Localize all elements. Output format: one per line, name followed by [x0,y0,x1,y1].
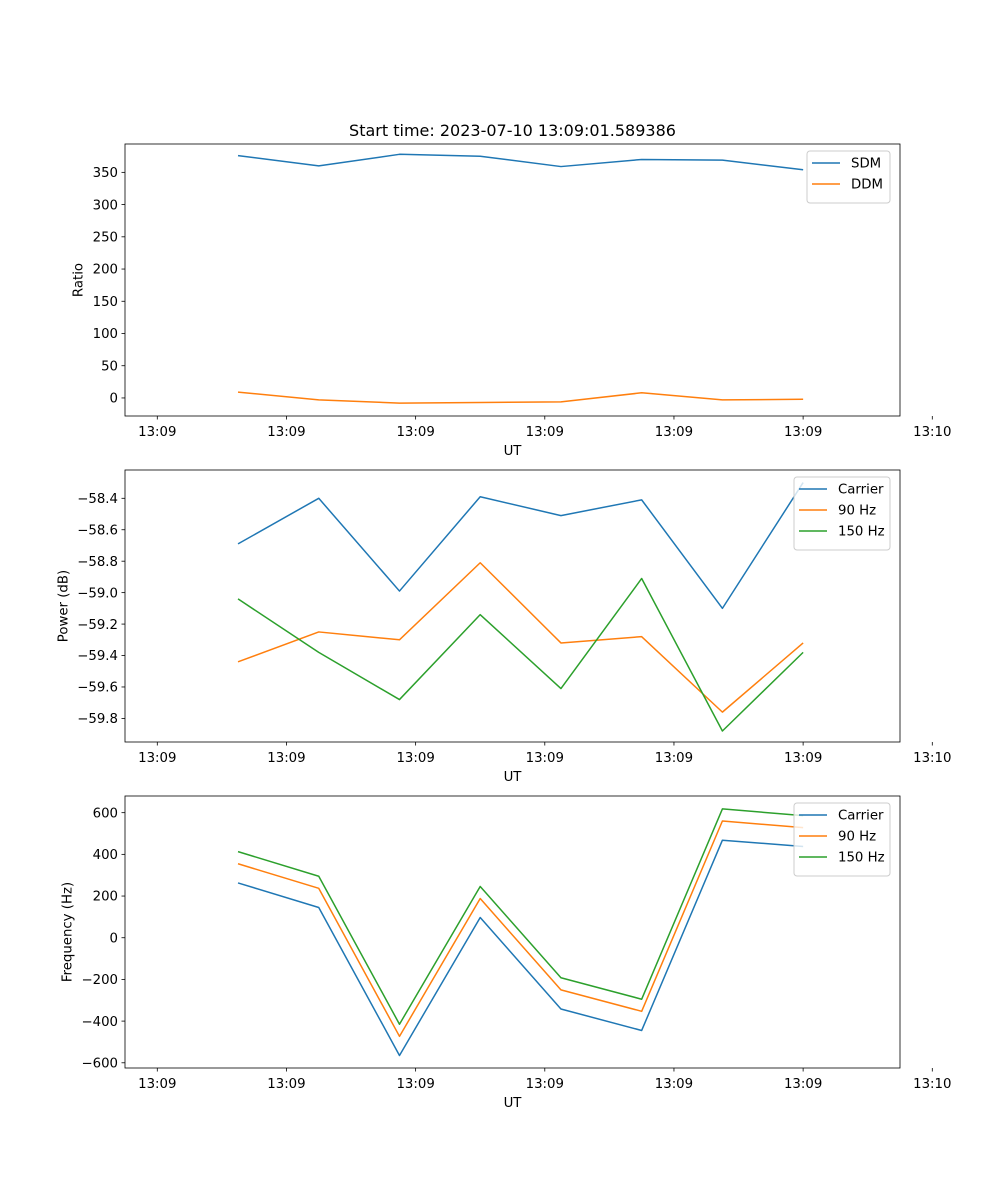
legend-label-90-hz: 90 Hz [838,504,876,519]
x-tick-label: 13:10 [913,751,951,766]
series-line-ddm [237,391,804,404]
series-line-90-hz [237,820,804,1038]
legend: Carrier 90 Hz 150 Hz [793,802,891,877]
y-tick-label: −600 [81,1056,118,1071]
y-tick-label: 250 [93,231,118,246]
y-tick-label: 600 [93,806,118,821]
chart-ratio: 13:09 13:09 13:09 13:09 13:09 13:09 13:10 UT 0 50… [72,143,951,459]
legend-label-ddm: DDM [851,178,883,193]
x-tick-label: 13:09 [655,425,693,440]
legend-label-150-hz: 150 Hz [838,525,885,540]
y-tick-label: 100 [93,327,118,342]
legend: SDM DDM [806,150,891,204]
x-tick-label: 13:09 [138,751,176,766]
y-tick-label: 400 [93,848,118,863]
x-tick-label: 13:09 [526,1077,564,1092]
series-line-carrier [237,482,804,610]
y-tick-label: −59.2 [77,618,118,633]
x-tick-label: 13:09 [655,751,693,766]
x-tick-label: 13:09 [526,425,564,440]
y-tick-label: −200 [81,973,118,988]
y-tick-label: 150 [93,295,118,310]
y-tick-label: 0 [110,931,118,946]
x-tick-label: 13:09 [267,1077,305,1092]
y-tick-label: −58.8 [77,555,118,570]
x-tick-label: 13:09 [267,425,305,440]
x-tick-label: 13:09 [138,425,176,440]
y-axis-label: Frequency (Hz) [60,882,75,982]
x-tick-label: 13:09 [784,1077,822,1092]
plot-area [237,482,804,732]
legend-label-150-hz: 150 Hz [838,851,885,866]
y-tick-label: −59.8 [77,712,118,727]
x-tick-label: 13:09 [138,1077,176,1092]
y-tick-label: 350 [93,166,118,181]
series-line-150-hz [237,577,804,732]
legend-label-sdm: SDM [851,157,881,172]
y-tick-label: 200 [93,890,118,905]
y-tick-label: −59.0 [77,586,118,601]
x-axis-label: UT [504,770,523,785]
x-axis-label: UT [504,1096,523,1111]
series-line-sdm [237,153,804,171]
x-tick-label: 13:10 [913,1077,951,1092]
x-tick-label: 13:09 [267,751,305,766]
y-tick-label: 0 [110,392,118,407]
x-tick-label: 13:09 [784,425,822,440]
legend-label-carrier: Carrier [838,809,884,824]
x-tick-label: 13:09 [396,425,434,440]
plot-area [237,153,804,404]
legend-label-90-hz: 90 Hz [838,830,876,845]
x-axis-label: UT [504,444,523,459]
y-tick-label: −59.4 [77,649,118,664]
axes-frame [124,795,901,1069]
y-tick-label: 300 [93,198,118,213]
y-tick-label: −400 [81,1015,118,1030]
y-tick-label: −59.6 [77,681,118,696]
x-tick-label: 13:10 [913,425,951,440]
chart-frequency: 13:09 13:09 13:09 13:09 13:09 13:09 13:10 UT −60… [60,795,951,1111]
legend-box [806,150,891,204]
x-tick-label: 13:09 [396,751,434,766]
y-tick-label: 200 [93,263,118,278]
figure-title: Start time: 2023-07-10 13:09:01.589386 [349,121,676,140]
x-tick-label: 13:09 [655,1077,693,1092]
series-line-150-hz [237,808,804,1025]
chart-power: 13:09 13:09 13:09 13:09 13:09 13:09 13:10 UT −59… [56,469,951,785]
series-line-90-hz [237,562,804,713]
y-axis-label: Ratio [72,263,87,297]
y-axis-label: Power (dB) [56,570,71,642]
legend: Carrier 90 Hz 150 Hz [793,476,891,551]
x-tick-label: 13:09 [526,751,564,766]
y-tick-label: −58.6 [77,523,118,538]
x-tick-label: 13:09 [784,751,822,766]
legend-label-carrier: Carrier [838,483,884,498]
axes-frame [124,143,901,417]
y-tick-label: 50 [101,359,118,374]
plot-area [237,808,804,1057]
series-line-carrier [237,839,804,1057]
x-tick-label: 13:09 [396,1077,434,1092]
axes-frame [124,469,901,743]
y-tick-label: −58.4 [77,492,118,507]
